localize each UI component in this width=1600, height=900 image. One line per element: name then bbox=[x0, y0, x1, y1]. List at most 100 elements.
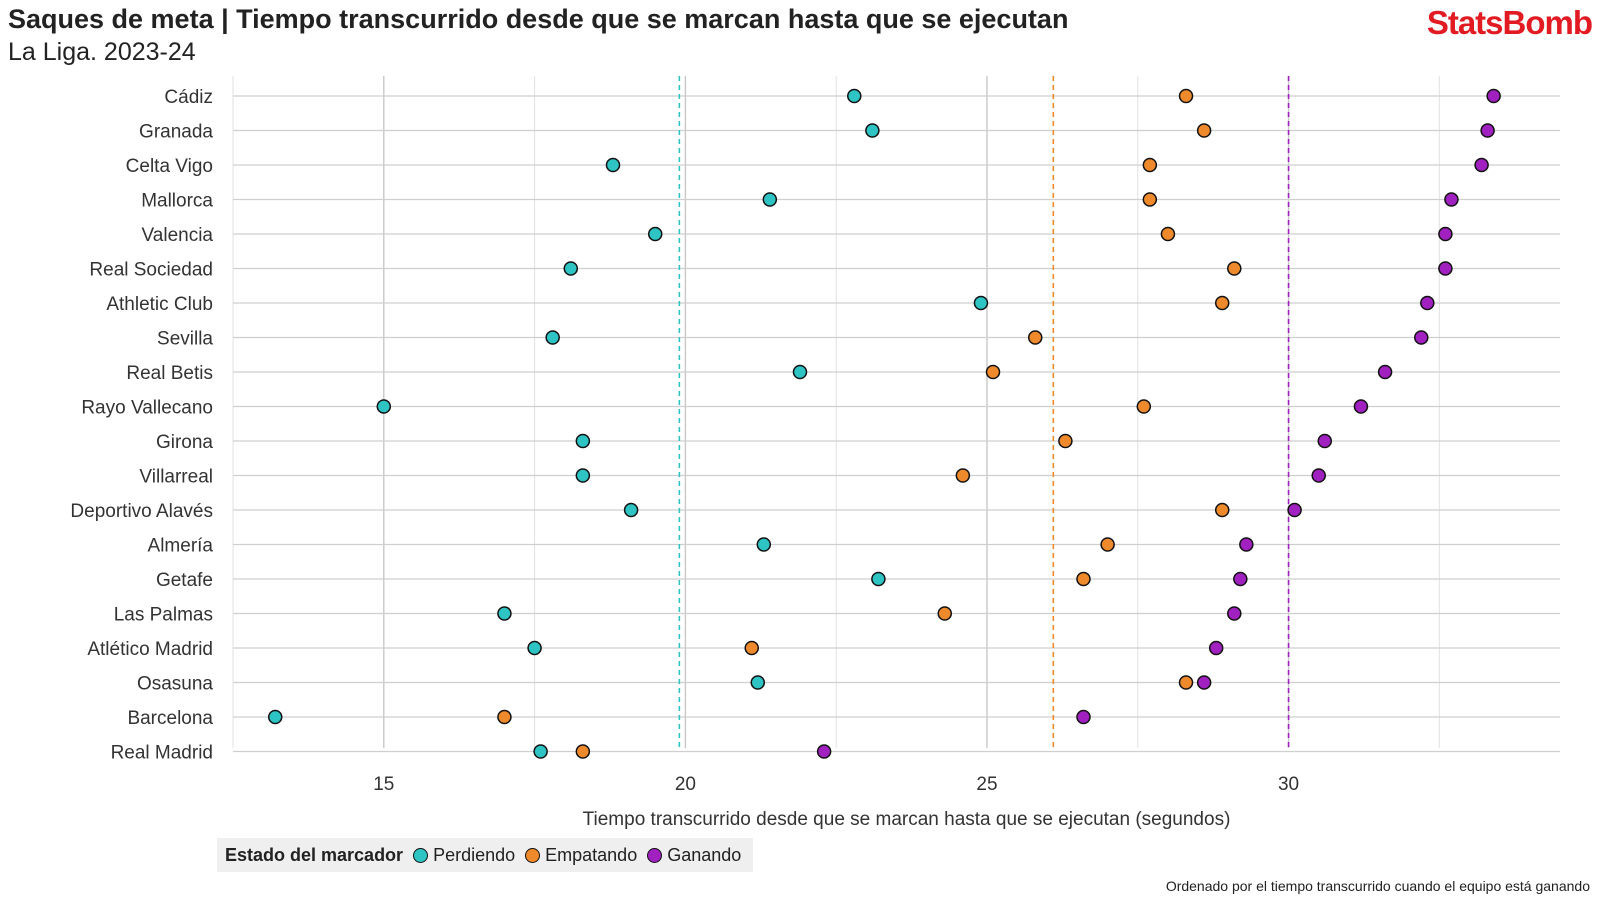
point-empatando bbox=[1214, 502, 1230, 518]
point-empatando bbox=[1196, 123, 1212, 138]
team-label: Real Sociedad bbox=[89, 260, 213, 281]
team-label: Athletic Club bbox=[106, 294, 213, 315]
point-perdiendo bbox=[756, 537, 772, 552]
point-empatando bbox=[1076, 571, 1091, 587]
point-empatando bbox=[1142, 192, 1158, 207]
team-label: Las Palmas bbox=[114, 605, 213, 626]
point-empatando bbox=[1142, 157, 1158, 173]
team-label: Osasuna bbox=[137, 674, 213, 695]
team-label: Valencia bbox=[142, 225, 214, 246]
point-empatando bbox=[1160, 226, 1176, 242]
point-ganando bbox=[1474, 157, 1489, 173]
team-label: Sevilla bbox=[157, 329, 213, 350]
point-ganando bbox=[1420, 295, 1435, 311]
point-perdiendo bbox=[533, 744, 548, 759]
legend-label-perdiendo: Perdiendo bbox=[433, 844, 516, 865]
point-ganando bbox=[1414, 330, 1429, 345]
point-empatando bbox=[1214, 295, 1230, 311]
team-label: Celta Vigo bbox=[126, 156, 213, 177]
point-ganando bbox=[1227, 606, 1242, 621]
team-label: Barcelona bbox=[127, 708, 213, 729]
point-empatando bbox=[1178, 675, 1194, 690]
team-label: Granada bbox=[139, 122, 213, 143]
point-perdiendo bbox=[497, 606, 512, 621]
brand-logo: StatsBomb bbox=[1426, 4, 1593, 41]
team-label: Almería bbox=[148, 536, 214, 557]
legend-key-perdiendo bbox=[413, 847, 429, 863]
legend-key-empatando bbox=[525, 847, 541, 863]
point-empatando bbox=[985, 364, 1001, 380]
team-label: Villarreal bbox=[139, 467, 213, 488]
x-tick-label: 30 bbox=[1278, 774, 1299, 795]
point-empatando bbox=[744, 640, 759, 656]
point-perdiendo bbox=[847, 88, 862, 104]
point-ganando bbox=[1480, 123, 1495, 138]
team-label: Deportivo Alavés bbox=[70, 501, 213, 522]
point-ganando bbox=[1486, 88, 1501, 104]
point-perdiendo bbox=[647, 226, 663, 242]
point-perdiendo bbox=[762, 192, 778, 207]
point-ganando bbox=[1377, 364, 1393, 380]
team-label: Real Madrid bbox=[111, 743, 213, 764]
point-perdiendo bbox=[865, 123, 880, 138]
point-empatando bbox=[1178, 88, 1194, 104]
team-label: Rayo Vallecano bbox=[81, 398, 213, 419]
team-label: Atlético Madrid bbox=[87, 639, 213, 660]
x-tick-label: 25 bbox=[976, 774, 997, 795]
point-empatando bbox=[955, 468, 971, 483]
point-perdiendo bbox=[750, 675, 766, 690]
point-perdiendo bbox=[792, 364, 808, 380]
x-tick-label: 15 bbox=[373, 774, 394, 795]
team-label: Getafe bbox=[156, 570, 213, 591]
legend-key-ganando bbox=[647, 847, 663, 863]
legend: Estado del marcador Perdiendo Empatando … bbox=[217, 838, 754, 872]
legend-item-perdiendo: Perdiendo bbox=[413, 845, 515, 866]
point-perdiendo bbox=[623, 502, 639, 518]
point-perdiendo bbox=[545, 330, 560, 345]
point-ganando bbox=[816, 744, 832, 759]
point-ganando bbox=[1287, 502, 1302, 518]
point-empatando bbox=[1227, 261, 1242, 276]
point-empatando bbox=[1058, 433, 1073, 449]
x-axis-label: Tiempo transcurrido desde que se marcan … bbox=[583, 809, 1231, 830]
point-perdiendo bbox=[267, 709, 283, 725]
point-perdiendo bbox=[871, 571, 886, 587]
point-empatando bbox=[1027, 330, 1043, 345]
point-ganando bbox=[1317, 433, 1333, 449]
legend-label-empatando: Empatando bbox=[545, 844, 638, 865]
point-perdiendo bbox=[605, 157, 621, 173]
chart-subtitle: La Liga. 2023-24 bbox=[8, 38, 196, 66]
point-perdiendo bbox=[575, 433, 591, 449]
point-ganando bbox=[1438, 226, 1453, 242]
point-ganando bbox=[1076, 709, 1091, 725]
point-ganando bbox=[1233, 571, 1248, 587]
point-perdiendo bbox=[376, 399, 392, 414]
legend-label-ganando: Ganando bbox=[667, 844, 742, 865]
team-label: Mallorca bbox=[141, 191, 213, 212]
legend-title: Estado del marcador bbox=[225, 844, 404, 865]
point-empatando bbox=[575, 744, 591, 759]
team-label: Real Betis bbox=[126, 363, 213, 384]
point-ganando bbox=[1208, 640, 1224, 656]
point-ganando bbox=[1438, 261, 1453, 276]
point-perdiendo bbox=[575, 468, 591, 483]
point-ganando bbox=[1196, 675, 1212, 690]
x-tick-label: 20 bbox=[675, 774, 696, 795]
team-label: Cádiz bbox=[164, 87, 213, 108]
legend-item-ganando: Ganando bbox=[647, 845, 741, 866]
point-perdiendo bbox=[563, 261, 579, 276]
legend-item-empatando: Empatando bbox=[525, 845, 637, 866]
point-empatando bbox=[937, 606, 953, 621]
team-label: Girona bbox=[156, 432, 213, 453]
point-perdiendo bbox=[973, 295, 989, 311]
point-ganando bbox=[1311, 468, 1326, 483]
point-perdiendo bbox=[527, 640, 542, 656]
point-empatando bbox=[1100, 537, 1115, 552]
chart-title: Saques de meta | Tiempo transcurrido des… bbox=[8, 4, 1069, 34]
point-empatando bbox=[1136, 399, 1152, 414]
point-ganando bbox=[1239, 537, 1254, 552]
point-ganando bbox=[1353, 399, 1369, 414]
point-ganando bbox=[1444, 192, 1459, 207]
point-empatando bbox=[497, 709, 512, 725]
